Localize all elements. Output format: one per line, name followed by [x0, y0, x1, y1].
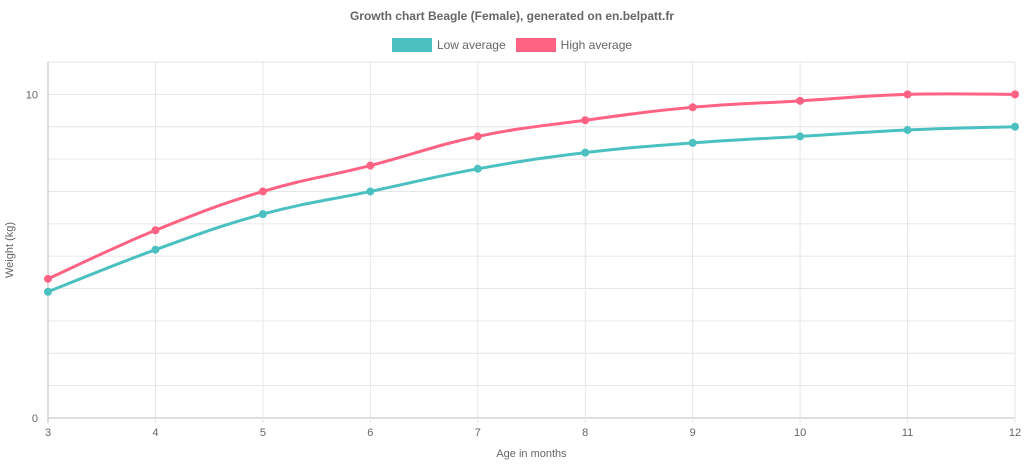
x-tick-label-6: 6 — [367, 427, 373, 439]
data-point-high-average-4 — [151, 226, 160, 235]
x-tick-label-10: 10 — [794, 427, 806, 439]
legend: Low average High average — [0, 38, 1024, 52]
series-line-low-average — [47, 125, 1016, 294]
data-point-low-average-5 — [258, 210, 267, 219]
legend-label-high-average: High average — [560, 38, 633, 52]
data-point-low-average-8 — [581, 148, 590, 157]
x-tick-label-5: 5 — [260, 427, 266, 439]
data-point-high-average-3 — [44, 274, 52, 283]
legend-swatch-low-average — [391, 38, 432, 52]
x-tick-label-12: 12 — [1009, 427, 1021, 439]
data-point-low-average-9 — [688, 138, 697, 147]
data-point-high-average-10 — [796, 96, 805, 105]
data-point-high-average-11 — [903, 90, 912, 99]
x-tick-label-3: 3 — [45, 427, 51, 439]
x-tick-label-4: 4 — [152, 427, 158, 439]
chart-title: Growth chart Beagle (Female), generated … — [349, 9, 675, 23]
y-tick-label-10: 10 — [26, 89, 38, 101]
data-point-high-average-7 — [473, 132, 482, 141]
data-point-low-average-11 — [903, 125, 912, 134]
x-axis-title: Age in months — [496, 448, 567, 460]
series-line-high-average — [47, 92, 1016, 281]
data-point-low-average-4 — [151, 245, 160, 254]
data-point-high-average-6 — [366, 161, 375, 170]
legend-swatch-high-average — [515, 38, 556, 52]
y-tick-label-0: 0 — [32, 413, 38, 425]
y-axis-title: Weight (kg) — [4, 222, 16, 278]
data-point-low-average-6 — [366, 187, 375, 196]
x-tick-label-9: 9 — [690, 427, 696, 439]
data-point-high-average-12 — [1011, 90, 1019, 99]
data-point-low-average-12 — [1011, 122, 1019, 131]
legend-label-low-average: Low average — [436, 38, 506, 52]
data-point-high-average-5 — [258, 187, 267, 196]
legend-item-high-average[interactable]: High average — [515, 38, 633, 52]
data-point-low-average-10 — [796, 132, 805, 141]
legend-item-low-average[interactable]: Low average — [391, 38, 506, 52]
data-point-high-average-8 — [581, 116, 590, 125]
data-point-low-average-3 — [44, 287, 52, 296]
x-tick-label-7: 7 — [475, 427, 481, 439]
data-point-high-average-9 — [688, 103, 697, 112]
data-point-low-average-7 — [473, 164, 482, 173]
x-tick-label-11: 11 — [902, 427, 913, 439]
x-tick-label-8: 8 — [582, 427, 588, 439]
